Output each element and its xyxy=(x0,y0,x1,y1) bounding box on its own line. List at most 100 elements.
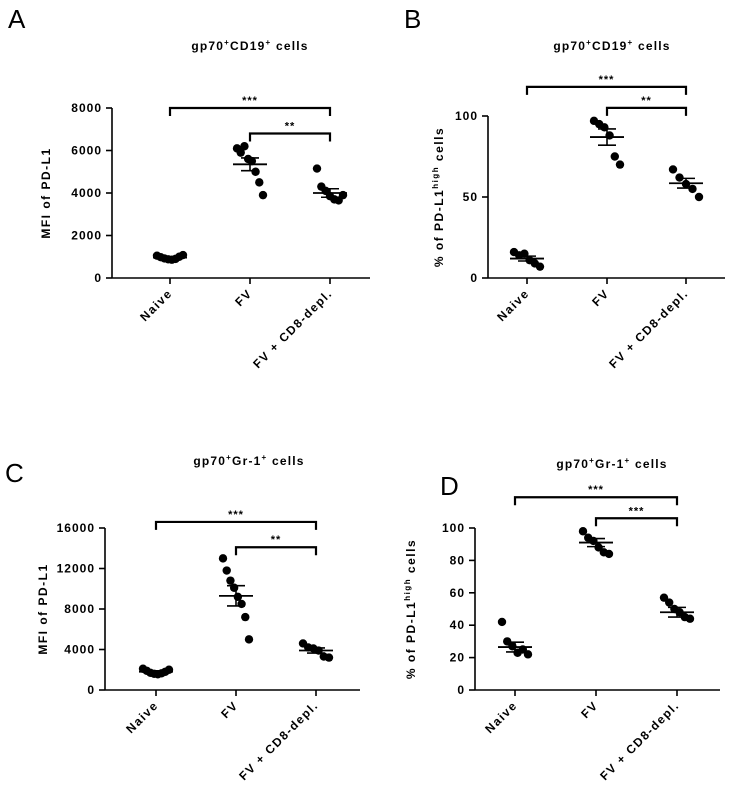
y-tick-label: 8000 xyxy=(64,602,95,616)
significance-bracket xyxy=(234,546,318,556)
x-tick-label: FV xyxy=(232,286,255,309)
data-point xyxy=(685,614,695,623)
significance-label: ** xyxy=(285,121,296,133)
data-point xyxy=(164,665,174,674)
data-point xyxy=(523,650,533,659)
y-tick-label: 12000 xyxy=(57,562,95,576)
data-point xyxy=(497,617,507,627)
data-point xyxy=(604,549,614,559)
significance-label: *** xyxy=(242,95,258,107)
y-axis-label: MFI of PD-L1 xyxy=(36,563,50,654)
data-point xyxy=(226,576,235,585)
text-part: MFI of PD-L1 xyxy=(39,147,53,238)
superscript: + xyxy=(266,38,272,47)
data-point xyxy=(668,165,678,174)
significance-label: *** xyxy=(629,505,645,517)
y-axis-label: % of PD-L1high cells xyxy=(403,539,418,679)
data-point xyxy=(578,527,588,536)
text-part: cells xyxy=(267,454,304,468)
significance-label: *** xyxy=(228,509,244,521)
y-tick-label: 50 xyxy=(463,190,478,204)
y-tick-label: 16000 xyxy=(57,521,95,535)
significance-label: *** xyxy=(588,484,604,496)
y-tick-label: 2000 xyxy=(71,229,102,243)
x-tick-label: Naive xyxy=(482,698,520,736)
panel-letter: C xyxy=(5,458,24,488)
superscript: + xyxy=(589,456,595,465)
x-tick-label: FV xyxy=(578,698,601,721)
superscript: + xyxy=(586,38,592,47)
data-point xyxy=(229,583,239,592)
data-point xyxy=(675,173,684,182)
superscript: + xyxy=(628,38,634,47)
y-tick-label: 0 xyxy=(470,271,478,285)
y-tick-label: 60 xyxy=(450,586,465,600)
significance-label: *** xyxy=(599,74,615,86)
x-tick-label: FV + CD8-depl. xyxy=(606,286,691,371)
y-tick-label: 100 xyxy=(442,521,465,535)
text-part: gp70 xyxy=(193,454,226,468)
panel-letter: D xyxy=(440,471,459,501)
text-part: CD19 xyxy=(230,39,265,53)
x-tick-label: FV + CD8-depl. xyxy=(250,286,335,371)
text-part: cells xyxy=(432,127,446,166)
y-axis-label: MFI of PD-L1 xyxy=(39,147,53,238)
significance-bracket xyxy=(594,517,679,527)
x-tick-label: FV xyxy=(589,286,612,309)
superscript: high xyxy=(431,166,440,189)
text-part: Gr-1 xyxy=(232,454,261,468)
data-point xyxy=(241,612,250,622)
text-part: cells xyxy=(630,457,667,471)
y-tick-label: 8000 xyxy=(71,101,102,115)
y-tick-label: 40 xyxy=(450,618,465,632)
data-point xyxy=(236,148,245,157)
x-tick-label: Naive xyxy=(123,698,161,736)
data-point xyxy=(688,184,697,194)
chart-title: gp70+Gr-1+ cells xyxy=(556,456,667,471)
text-part: cells xyxy=(404,539,418,578)
text-part: gp70 xyxy=(553,39,586,53)
data-point xyxy=(665,598,674,607)
significance-bracket xyxy=(513,496,679,506)
significance-bracket xyxy=(248,132,332,142)
x-tick-label: FV + CD8-depl. xyxy=(597,698,682,783)
data-point xyxy=(233,592,243,602)
y-tick-label: 0 xyxy=(87,683,95,697)
significance-label: ** xyxy=(271,534,282,546)
superscript: high xyxy=(403,578,412,601)
data-point xyxy=(218,554,228,563)
data-point xyxy=(312,164,322,173)
text-part: % of PD-L1 xyxy=(404,601,418,679)
x-tick-label: Naive xyxy=(137,286,175,324)
text-part: CD19 xyxy=(592,39,627,53)
chart-title: gp70+Gr-1+ cells xyxy=(193,453,304,468)
data-point xyxy=(255,178,264,187)
data-point xyxy=(615,160,625,169)
significance-bracket xyxy=(525,85,688,95)
significance-bracket xyxy=(168,106,332,116)
y-tick-label: 4000 xyxy=(64,643,95,657)
superscript: + xyxy=(625,456,631,465)
superscript: + xyxy=(226,453,232,462)
chart-title: gp70+CD19+ cells xyxy=(191,38,308,53)
chart-title: gp70+CD19+ cells xyxy=(553,38,670,53)
text-part: cells xyxy=(271,39,308,53)
x-tick-label: FV xyxy=(218,698,241,721)
text-part: gp70 xyxy=(556,457,589,471)
superscript: + xyxy=(224,38,230,47)
significance-label: ** xyxy=(641,95,652,107)
y-tick-label: 0 xyxy=(457,683,465,697)
text-part: MFI of PD-L1 xyxy=(36,563,50,654)
panel-letter: B xyxy=(404,4,421,34)
y-axis-label: % of PD-L1high cells xyxy=(431,127,446,267)
text-part: Gr-1 xyxy=(595,457,624,471)
data-point xyxy=(535,262,545,271)
data-point xyxy=(610,152,619,161)
y-tick-label: 20 xyxy=(450,651,465,665)
text-part: cells xyxy=(633,39,670,53)
data-point xyxy=(237,599,246,609)
significance-bracket xyxy=(605,106,688,116)
data-point xyxy=(324,653,334,662)
